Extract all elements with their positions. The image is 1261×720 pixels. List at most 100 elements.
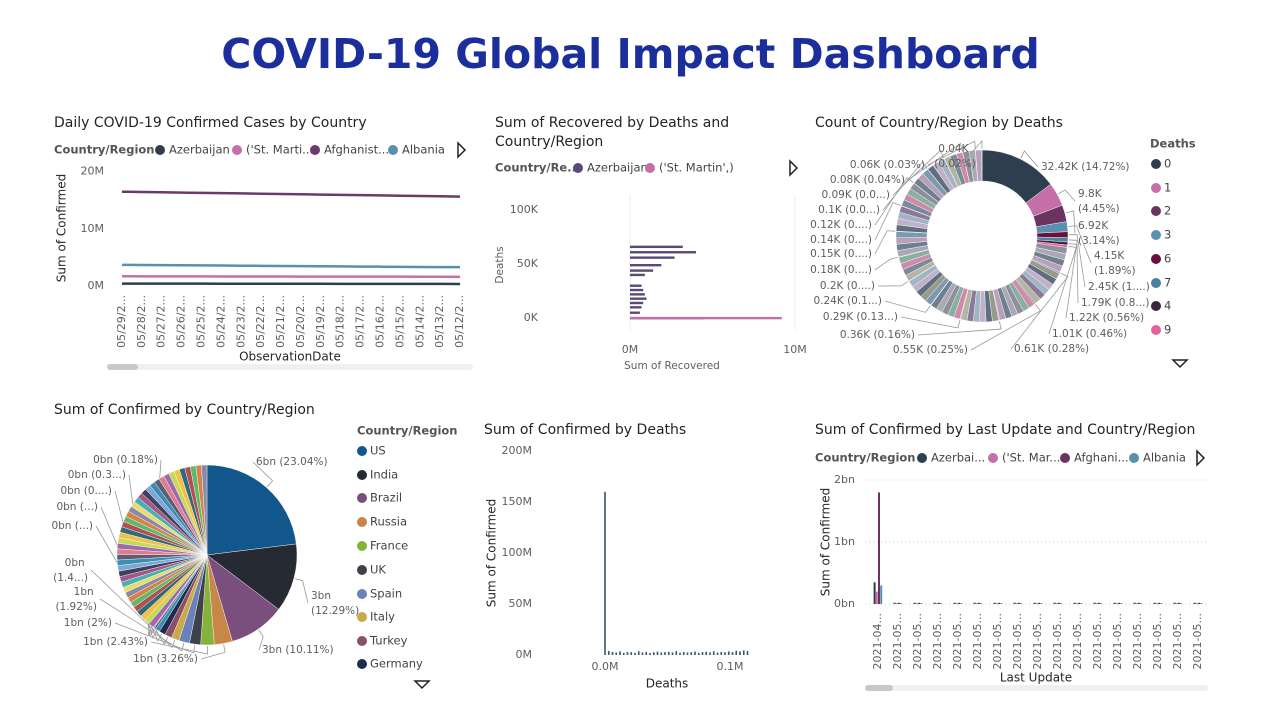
data-label: 9.8K (4.45%) [1078,188,1120,215]
legend-swatch [357,446,367,456]
x-tick-label: 2021-05... [1071,613,1084,669]
legend-label: ('St. Mar... [1002,451,1060,465]
bar [920,603,923,604]
legend-swatch [310,145,320,155]
bar [1138,602,1140,604]
bar [953,602,956,604]
legend-swatch [1151,325,1161,335]
chart-title: Daily COVID-19 Confirmed Cases by Countr… [54,115,367,131]
bar [724,652,726,655]
legend-label: Azerbaijan [587,161,648,175]
leader-line [90,569,176,649]
scrollbar[interactable] [865,685,1208,691]
bar [915,603,918,604]
slice [201,464,208,556]
bar [626,651,629,655]
bar [630,288,644,292]
bar [1153,602,1156,604]
dashboard-title: COVID-19 Global Impact Dashboard [221,30,1040,78]
bar [880,585,883,604]
leader-line [907,142,963,181]
label-line: (0.02%) [934,158,976,170]
bar [938,602,940,604]
bar [630,284,642,287]
bar [1040,603,1043,604]
y-tick-label: 10M [81,222,105,235]
x-axis-title: ObservationDate [239,350,341,364]
legend-scroll[interactable] [413,680,431,690]
bar [913,602,916,604]
label-line: (1.4...) [53,572,88,584]
x-tick-label: 10M [783,343,807,356]
y-tick-label: 1bn [834,535,855,548]
bar [731,652,734,655]
legend-swatch [357,612,367,622]
bar [993,602,996,604]
legend-label: ('St. Marti... [246,143,313,157]
leader-line [954,139,983,172]
bar [630,301,644,305]
chart-title: Sum of Confirmed by Deaths [484,422,687,438]
data-label: 1bn (2.43%) [83,636,148,648]
leader-line [1065,243,1078,319]
x-tick-label: 2021-05... [1031,613,1044,669]
bar [686,652,689,655]
legend-label: Russia [370,515,407,529]
leader-line [882,161,928,211]
legend-scroll[interactable] [1171,359,1189,369]
scroll-thumb[interactable] [865,685,893,691]
y-tick-label: 20M [81,165,105,178]
legend-swatch [1151,230,1161,240]
legend-label: 9 [1164,323,1171,337]
legend-swatch [357,589,367,599]
x-tick-label: 05/23/2... [234,295,247,348]
legend-swatch [155,145,165,155]
x-tick-label: 05/29/2... [115,295,128,348]
legend-arrow[interactable] [789,159,799,177]
bar [720,651,723,655]
bar [955,603,958,604]
data-label: 0bn (...) [56,501,98,513]
leader-line [927,140,976,166]
scroll-thumb[interactable] [107,364,138,370]
legend-swatch [1060,453,1070,463]
legend-label: Germany [370,657,423,671]
leader-line [884,300,931,313]
y-tick-label: 2bn [834,473,855,486]
bar [630,293,645,296]
bar [1035,603,1038,604]
bar [675,651,678,655]
bar [709,652,711,655]
bar [630,652,633,655]
leader-line [874,177,914,226]
legend-arrow[interactable] [457,141,467,159]
x-tick-label: 2021-05... [1111,613,1124,669]
leader-line [200,644,226,660]
data-label: 4.15K (1.89%) [1094,250,1136,277]
y-tick-label: 150M [502,495,533,508]
bar [697,652,700,655]
legend-label: 3 [1164,228,1171,242]
bar [1180,603,1183,604]
bar [1038,602,1040,604]
data-label: 2.45K (1....) [1088,281,1150,293]
bar [895,603,898,604]
legend-arrow[interactable] [1196,449,1206,467]
x-tick-label: 2021-05... [1091,613,1104,669]
label-line: (12.29%) [311,605,359,617]
legend-title: Country/Region [357,424,458,438]
x-tick-label: 0M [622,343,639,356]
bar [1135,603,1138,604]
x-tick-label: 2021-05... [891,613,904,669]
legend-label: UK [370,563,386,577]
leader-line [874,257,898,271]
bar [935,603,938,604]
legend-swatch [357,470,367,480]
legend-label: 6 [1164,252,1171,266]
legend-swatch [573,163,583,173]
bar [630,311,640,314]
scrollbar[interactable] [107,364,473,370]
y-tick-label: 0M [516,648,533,661]
bar [1055,603,1058,604]
bar [630,297,647,300]
